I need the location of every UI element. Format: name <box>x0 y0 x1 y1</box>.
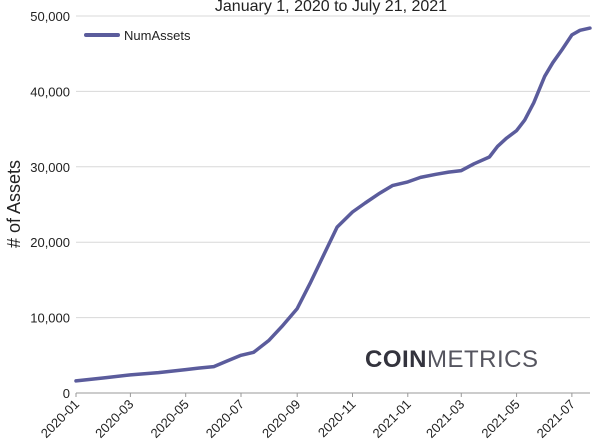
legend-label: NumAssets <box>124 28 191 43</box>
watermark-bold: COIN <box>365 346 427 373</box>
y-tick-label: 30,000 <box>30 160 70 175</box>
x-tick-label: 2020-01 <box>38 397 82 439</box>
watermark: COINMETRICS <box>365 346 539 373</box>
x-tick-label: 2020-07 <box>203 397 247 439</box>
grid-lines <box>76 15 590 394</box>
y-tick-label: 50,000 <box>30 9 70 24</box>
watermark-light: METRICS <box>427 346 539 373</box>
chart-title: January 1, 2020 to July 21, 2021 <box>215 0 447 15</box>
x-tick-label: 2020-03 <box>92 397 136 439</box>
x-tick-label: 2021-05 <box>478 397 522 439</box>
y-tick-label: 10,000 <box>30 311 70 326</box>
y-axis-label: # of Assets <box>4 160 24 248</box>
x-tick-label: 2020-11 <box>315 397 359 439</box>
svg-text:COINMETRICS: COINMETRICS <box>365 346 539 373</box>
x-tick-label: 2021-03 <box>423 397 467 439</box>
x-axis-ticks: 2020-01 2020-03 2020-05 2020-07 2020-09 2020-… <box>38 393 578 439</box>
y-tick-label: 40,000 <box>30 84 70 99</box>
x-tick-label: 2021-07 <box>534 397 578 439</box>
legend: NumAssets <box>84 28 191 43</box>
x-tick-label: 2021-01 <box>370 397 414 439</box>
series-line-numassets <box>74 26 592 383</box>
x-tick-label: 2020-05 <box>147 397 191 439</box>
y-axis-ticks: 0 10,000 20,000 30,000 40,000 50,000 <box>30 9 70 401</box>
y-tick-label: 20,000 <box>30 235 70 250</box>
series-group <box>74 26 592 383</box>
y-tick-label: 0 <box>63 386 70 401</box>
x-tick-label: 2020-09 <box>259 397 303 439</box>
